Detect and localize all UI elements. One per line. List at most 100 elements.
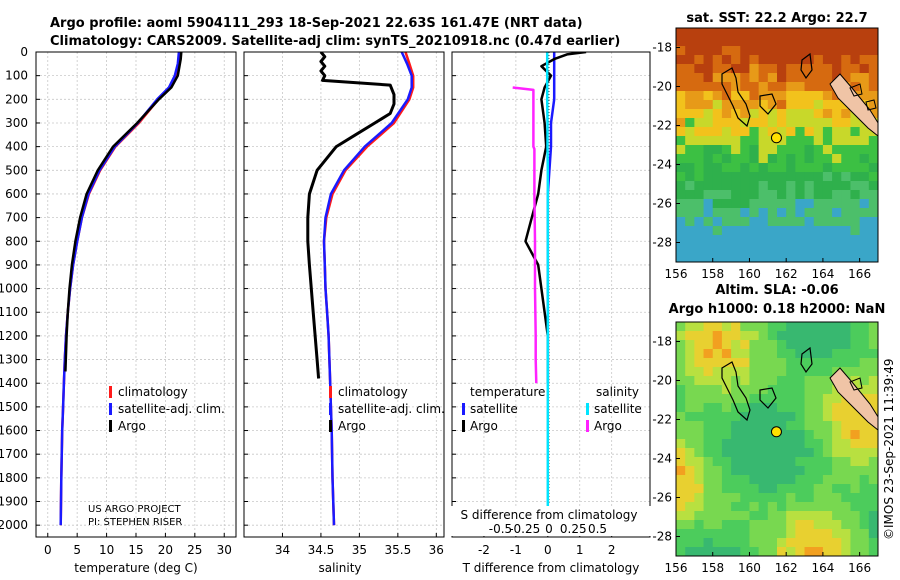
heatmap-cell <box>804 367 815 377</box>
heatmap-cell <box>740 145 751 155</box>
heatmap-cell <box>804 421 815 431</box>
heatmap-cell <box>804 28 815 38</box>
heatmap-cell <box>841 547 852 556</box>
heatmap-cell <box>749 244 760 254</box>
heatmap-cell <box>832 511 842 521</box>
heatmap-cell <box>859 244 870 254</box>
heatmap-cell <box>795 55 806 65</box>
heatmap-cell <box>721 28 732 38</box>
legend-argo-label: Argo <box>118 419 146 433</box>
heatmap-cell <box>822 385 833 395</box>
header-line2: Climatology: CARS2009. Satellite-adj cli… <box>50 34 620 49</box>
heatmap-cell <box>841 37 852 47</box>
heatmap-cell <box>795 199 806 209</box>
heatmap-cell <box>795 127 806 137</box>
heatmap-cell <box>786 439 796 449</box>
heatmap-cell <box>813 172 824 182</box>
heatmap-cell <box>777 421 787 431</box>
heatmap-cell <box>804 136 815 146</box>
heatmap-cell <box>777 55 787 65</box>
heatmap-cell <box>676 376 686 386</box>
heatmap-cell <box>740 172 751 182</box>
legend-t-satellite-label: satellite <box>470 402 518 416</box>
heatmap-cell <box>832 127 842 137</box>
heatmap-cell <box>868 199 878 209</box>
heatmap-cell <box>767 64 778 74</box>
heatmap-cell <box>758 403 769 413</box>
heatmap-cell <box>712 154 723 164</box>
heatmap-cell <box>721 208 732 218</box>
s-tick-label: 0.25 <box>560 522 587 536</box>
lon-tick-label: 156 <box>665 267 688 281</box>
legend-climatology-swatch <box>329 386 332 398</box>
heatmap-cell <box>841 403 852 413</box>
heatmap-cell <box>795 163 806 173</box>
heatmap-cell <box>832 172 842 182</box>
heatmap-cell <box>777 322 787 332</box>
heatmap-cell <box>758 529 769 539</box>
sst-map-frame <box>675 27 879 263</box>
heatmap-cell <box>694 340 705 350</box>
heatmap-cell <box>712 412 723 422</box>
heatmap-cell <box>832 448 842 458</box>
heatmap-cell <box>859 538 870 548</box>
heatmap-cell <box>676 64 686 74</box>
heatmap-cell <box>850 538 861 548</box>
heatmap-cell <box>850 547 861 556</box>
heatmap-cell <box>813 547 824 556</box>
heatmap-cell <box>822 199 833 209</box>
heatmap-cell <box>777 154 787 164</box>
heatmap-cell <box>822 394 833 404</box>
heatmap-cell <box>767 208 778 218</box>
heatmap-cell <box>685 376 695 386</box>
heatmap-cell <box>703 46 714 56</box>
heatmap-cell <box>694 235 705 245</box>
heatmap-cell <box>868 439 878 449</box>
heatmap-cell <box>832 439 842 449</box>
heatmap-cell <box>859 448 870 458</box>
heatmap-cell <box>795 394 806 404</box>
heatmap-cell <box>777 475 787 485</box>
legend-s-argo-label: Argo <box>594 419 622 433</box>
heatmap-cell <box>822 154 833 164</box>
legend-argo-label: Argo <box>338 419 366 433</box>
heatmap-cell <box>795 349 806 359</box>
heatmap-cell <box>685 448 695 458</box>
lon-tick-label: 158 <box>701 561 724 575</box>
heatmap-cell <box>767 439 778 449</box>
heatmap-cell <box>676 538 686 548</box>
heatmap-cell <box>868 448 878 458</box>
heatmap-cell <box>786 118 796 128</box>
heatmap-cell <box>767 466 778 476</box>
heatmap-cell <box>749 394 760 404</box>
heatmap-cell <box>749 520 760 530</box>
x-tick-label: 30 <box>217 543 232 557</box>
heatmap-cell <box>777 217 787 227</box>
heatmap-cell <box>804 430 815 440</box>
heatmap-cell <box>712 91 723 101</box>
heatmap-cell <box>703 403 714 413</box>
heatmap-cell <box>721 181 732 191</box>
heatmap-cell <box>749 163 760 173</box>
heatmap-cell <box>740 127 751 137</box>
depth-tick-label: 400 <box>5 140 28 154</box>
heatmap-cell <box>850 475 861 485</box>
heatmap-cell <box>758 109 769 119</box>
heatmap-cell <box>767 511 778 521</box>
lat-tick-label: -20 <box>652 80 672 94</box>
heatmap-cell <box>685 226 695 236</box>
heatmap-cell <box>868 331 878 341</box>
heatmap-cell <box>795 421 806 431</box>
heatmap-cell <box>694 145 705 155</box>
heatmap-cell <box>676 367 686 377</box>
heatmap-cell <box>850 172 861 182</box>
heatmap-cell <box>703 484 714 494</box>
heatmap-cell <box>721 244 732 254</box>
heatmap-cell <box>712 502 723 512</box>
heatmap-cell <box>804 448 815 458</box>
x-tick-label: 2 <box>608 543 616 557</box>
heatmap-cell <box>731 127 741 137</box>
heatmap-cell <box>740 136 751 146</box>
heatmap-cell <box>712 466 723 476</box>
heatmap-cell <box>822 493 833 503</box>
